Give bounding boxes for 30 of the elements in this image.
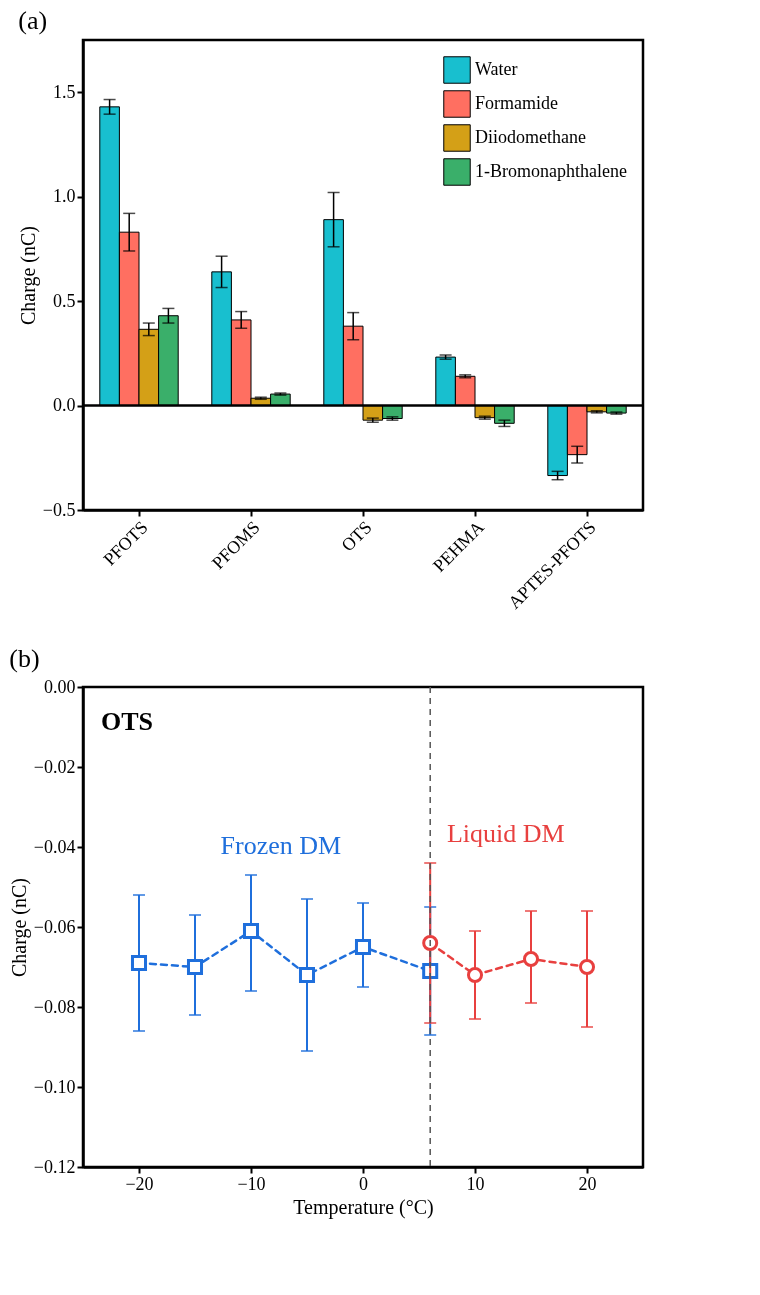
y-tick-label: −0.08 bbox=[33, 996, 76, 1017]
y-axis-title: Charge (nC) bbox=[7, 877, 31, 978]
y-tick-label: −0.5 bbox=[42, 499, 76, 520]
y-tick-label: 0.00 bbox=[44, 676, 76, 697]
chart-title: (b) bbox=[9, 644, 40, 673]
x-tick-label: OTS bbox=[337, 517, 376, 556]
legend-label: Diiodomethane bbox=[475, 127, 586, 147]
y-tick-label: −0.04 bbox=[33, 836, 76, 857]
x-tick-label: 20 bbox=[578, 1173, 597, 1194]
y-tick-label: −0.10 bbox=[33, 1076, 76, 1097]
text: Frozen DM bbox=[220, 831, 342, 861]
legend-label: Water bbox=[475, 59, 518, 79]
y-tick-label: −0.02 bbox=[33, 756, 76, 777]
x-tick-label: 0 bbox=[359, 1173, 368, 1194]
annotation: OTS bbox=[101, 707, 154, 736]
y-tick-label: −0.06 bbox=[33, 916, 76, 937]
x-tick-label: 10 bbox=[466, 1173, 485, 1194]
y-tick-label: −0.12 bbox=[33, 1156, 76, 1177]
legend-label: 1-Bromonaphthalene bbox=[475, 161, 627, 181]
y-tick-label: 0.5 bbox=[53, 290, 76, 311]
legend-label: Formamide bbox=[475, 93, 558, 113]
y-axis-title: Charge (nC) bbox=[16, 225, 40, 326]
x-axis-title: Temperature (°C) bbox=[293, 1195, 434, 1219]
y-tick-label: 1.0 bbox=[53, 186, 76, 207]
y-tick-label: 1.5 bbox=[53, 81, 76, 102]
x-tick-label: −20 bbox=[125, 1173, 154, 1194]
x-tick-label: −10 bbox=[237, 1173, 266, 1194]
chart-title: (a) bbox=[18, 6, 48, 35]
text: Liquid DM bbox=[446, 819, 565, 849]
y-tick-label: 0.0 bbox=[53, 395, 76, 416]
